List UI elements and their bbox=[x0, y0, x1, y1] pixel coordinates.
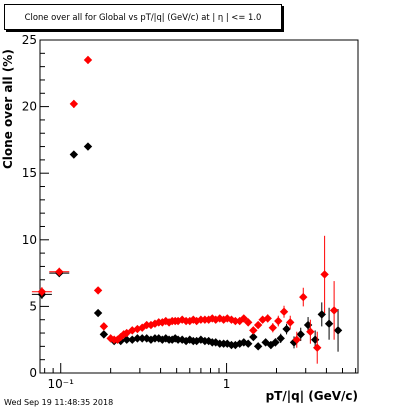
data-point bbox=[231, 316, 240, 326]
chart-title-box: Clone over all for Global vs pT/|q| (GeV… bbox=[4, 4, 282, 30]
y-tick-labels: 0 5 10 15 20 25 bbox=[22, 33, 37, 380]
data-point bbox=[189, 315, 198, 324]
plot-frame bbox=[39, 39, 359, 374]
data-point bbox=[99, 322, 109, 331]
data-point bbox=[306, 327, 315, 336]
data-point bbox=[274, 316, 283, 326]
data-point bbox=[292, 335, 301, 344]
data-point bbox=[286, 318, 295, 327]
data-point bbox=[243, 339, 253, 348]
data-point bbox=[37, 287, 47, 296]
x-axis-label: pT/|q| (GeV/c) bbox=[265, 389, 358, 403]
data-point bbox=[83, 142, 93, 151]
data-point bbox=[69, 150, 79, 159]
chart-title: Clone over all for Global vs pT/|q| (GeV… bbox=[24, 12, 262, 22]
data-point bbox=[268, 323, 278, 332]
y-axis-label: Clone over all (%) bbox=[1, 49, 15, 169]
data-point bbox=[239, 314, 248, 323]
data-point bbox=[138, 334, 147, 343]
data-point bbox=[83, 55, 93, 65]
data-point bbox=[215, 314, 224, 323]
data-point bbox=[249, 332, 258, 342]
data-point bbox=[313, 343, 322, 352]
y-tick-label: 5 bbox=[29, 299, 37, 313]
data-point bbox=[296, 330, 305, 339]
data-point bbox=[93, 286, 103, 295]
data-point bbox=[55, 267, 64, 276]
data-point bbox=[211, 315, 220, 324]
x-tick-labels: 10⁻¹ 1 bbox=[48, 377, 231, 391]
axis-ticks bbox=[40, 39, 357, 374]
data-point bbox=[142, 320, 151, 330]
data-series bbox=[31, 55, 343, 364]
data-point bbox=[249, 326, 258, 335]
data-point bbox=[310, 335, 320, 344]
data-point bbox=[263, 314, 272, 323]
data-point bbox=[253, 320, 263, 330]
data-point bbox=[317, 310, 326, 319]
series-1 bbox=[31, 55, 339, 364]
data-point bbox=[146, 320, 156, 330]
data-point bbox=[93, 308, 103, 318]
y-tick-label: 15 bbox=[22, 166, 37, 180]
x-tick-label: 1 bbox=[223, 377, 231, 391]
data-point bbox=[329, 306, 339, 315]
data-point bbox=[235, 339, 244, 348]
data-point bbox=[324, 319, 334, 328]
data-point bbox=[146, 335, 156, 344]
data-point bbox=[133, 334, 142, 343]
data-point bbox=[253, 342, 263, 351]
data-point bbox=[243, 318, 253, 327]
data-point bbox=[299, 292, 308, 302]
timestamp: Wed Sep 19 11:48:35 2018 bbox=[4, 398, 114, 407]
data-point bbox=[282, 324, 291, 334]
x-tick-label: 10⁻¹ bbox=[48, 377, 75, 391]
data-point bbox=[116, 332, 125, 342]
data-point bbox=[235, 316, 244, 326]
data-point bbox=[320, 270, 329, 279]
data-point bbox=[99, 330, 109, 339]
y-tick-label: 20 bbox=[22, 100, 37, 114]
data-point bbox=[69, 99, 79, 109]
y-tick-label: 0 bbox=[29, 366, 37, 380]
data-point bbox=[303, 320, 313, 330]
data-point bbox=[276, 334, 285, 343]
data-point bbox=[133, 324, 142, 334]
y-tick-label: 25 bbox=[22, 33, 37, 47]
data-point bbox=[279, 307, 289, 316]
y-tick-label: 10 bbox=[22, 233, 37, 247]
series-0 bbox=[31, 142, 343, 352]
data-point bbox=[333, 326, 343, 335]
data-point bbox=[271, 338, 280, 347]
